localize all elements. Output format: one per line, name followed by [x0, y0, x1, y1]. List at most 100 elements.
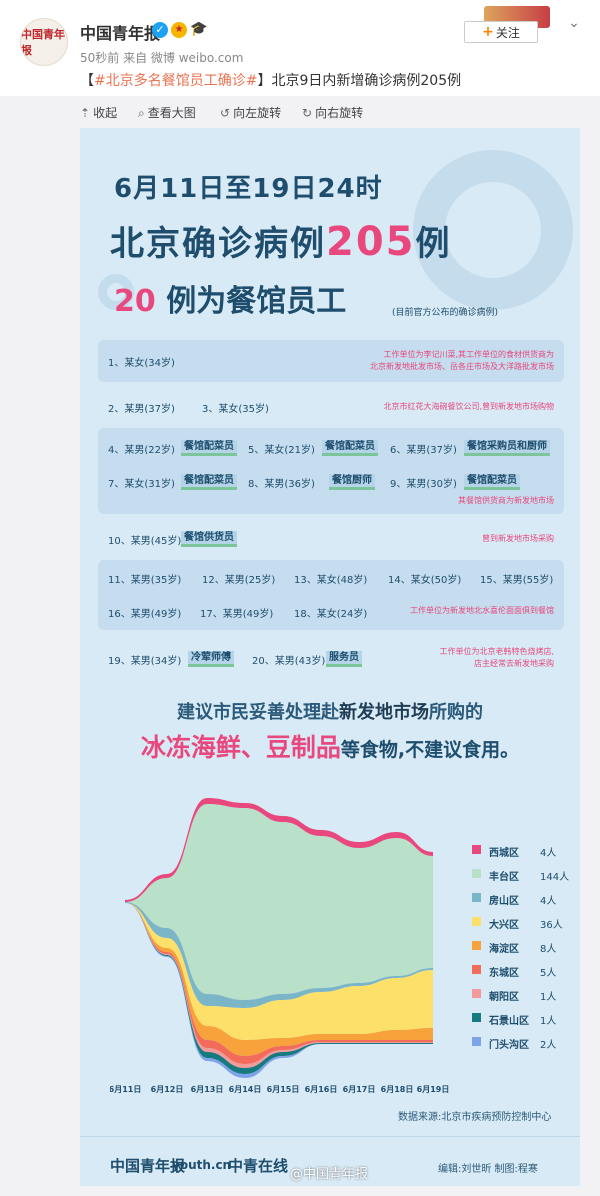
case-10-note: 曾到新发地市场采购: [482, 534, 554, 543]
poster-title-date: 6月11日至19日24时: [114, 174, 383, 204]
case-3: 3、某女(35岁): [202, 404, 269, 415]
x-tick-label: 6月19日: [417, 1085, 450, 1094]
note-1a: 工作单位为李记川菜,其工作单位的食材供货商为: [383, 350, 554, 359]
post-header: 中国青年报 中国青年报 ✓ ★ 🎓 50秒前 来自 微博 weibo.com +…: [0, 0, 600, 96]
legend-swatch: [472, 845, 481, 854]
collapse-icon: ⇡: [80, 106, 91, 120]
legend-value: 1人: [540, 1016, 557, 1027]
x-tick-label: 6月12日: [151, 1085, 184, 1094]
legend-label: 海淀区: [489, 944, 519, 955]
rotate-left-icon: ↺: [220, 106, 231, 120]
case-1: 1、某女(34岁): [108, 358, 175, 369]
vip-badge-icon: ★: [171, 22, 187, 38]
case-13: 13、某女(48岁): [294, 575, 368, 586]
logo-zqzx: 中青在线: [228, 1157, 289, 1175]
follow-button[interactable]: + 关注: [464, 21, 538, 43]
case-16-note: 工作单位为新发地北水喜伦面面俱到餐馆: [410, 606, 554, 615]
x-tick-label: 6月13日: [191, 1085, 224, 1094]
legend-value: 2人: [540, 1040, 557, 1051]
avatar[interactable]: 中国青年报: [20, 18, 68, 66]
watermark: @中国青年报: [290, 1167, 369, 1182]
job-chip-5: 餐馆配菜员: [322, 440, 378, 456]
legend-value: 4人: [540, 896, 557, 907]
legend-label: 石景山区: [489, 1016, 529, 1027]
job-chip-7: 餐馆配菜员: [181, 474, 237, 490]
case-14: 14、某女(50岁): [388, 575, 462, 586]
note-6a: 工作单位为北京老韩特色烧烤店,: [439, 647, 554, 656]
case-15: 15、某男(55岁): [480, 575, 554, 586]
graduation-cap-icon: 🎓: [190, 21, 208, 37]
data-source: 数据来源:北京市疾病预防控制中心: [398, 1112, 552, 1123]
case-1-note: 工作单位为李记川菜,其工作单位的食材供货商为北京新发地批发市场、岳各庄市场及大洋…: [320, 349, 554, 373]
x-tick-label: 6月15日: [267, 1085, 300, 1094]
x-tick-label: 6月16日: [305, 1085, 338, 1094]
case-6: 6、某男(37岁): [390, 445, 457, 456]
username[interactable]: 中国青年报: [80, 24, 161, 43]
collapse-label: 收起: [93, 106, 118, 120]
title-main-number: 205: [326, 219, 416, 265]
post-meta: 50秒前 来自 微博 weibo.com: [80, 51, 244, 65]
stream-layer: [125, 804, 433, 1000]
advice-b: 新发地市场: [339, 702, 429, 723]
hashtag-link[interactable]: #北京多名餐馆员工确诊#: [94, 73, 258, 89]
job-chip-19: 冷荤师傅: [188, 651, 234, 667]
job-chip-8: 餐馆厨师: [329, 474, 375, 490]
legend-swatch: [472, 1013, 481, 1022]
case-2: 2、某男(37岁): [108, 404, 175, 415]
stream-layer: [125, 798, 433, 902]
job-chip-10: 餐馆供货员: [181, 531, 237, 547]
note-6b: 店主经常去新发地采购: [474, 659, 554, 668]
virus-decoration-inner: [445, 182, 541, 278]
rotate-left-button[interactable]: ↺ 向左旋转: [220, 104, 281, 121]
advice-line-1: 建议市民妥善处理赴新发地市场所购的: [80, 698, 580, 724]
job-chip-6: 餐馆采购员和厨师: [464, 440, 550, 456]
legend-label: 房山区: [489, 896, 519, 907]
x-tick-label: 6月11日: [110, 1085, 141, 1094]
case-12: 12、某男(25岁): [202, 575, 276, 586]
district-streamgraph: 6月11日 6月12日 6月13日 6月14日 6月15日 6月16日 6月17日 6月18日…: [110, 798, 450, 1094]
case-17: 17、某男(49岁): [200, 609, 274, 620]
case-7: 7、某女(31岁): [108, 479, 175, 490]
post-text-prefix: 【: [80, 73, 94, 89]
job-chip-4: 餐馆配菜员: [181, 440, 237, 456]
case-4: 4、某男(22岁): [108, 445, 175, 456]
plus-icon: +: [482, 24, 494, 40]
title-main-unit: 例: [415, 224, 452, 264]
legend-label: 西城区: [489, 848, 519, 859]
legend-swatch: [472, 893, 481, 902]
post-text-suffix: 】北京9日内新增确诊病例205例: [257, 73, 462, 89]
rotate-right-button[interactable]: ↻ 向右旋转: [302, 104, 363, 121]
advice-line-2: 冰冻海鲜、豆制品等食物,不建议食用。: [80, 728, 580, 764]
post-text: 【#北京多名餐馆员工确诊#】北京9日内新增确诊病例205例: [80, 70, 461, 90]
infographic-image[interactable]: 6月11日至19日24时 北京确诊病例205例 20 例为餐馆员工 (目前官方公…: [80, 128, 580, 1186]
view-large-label: 查看大图: [147, 106, 196, 120]
case-5: 5、某女(21岁): [248, 445, 315, 456]
legend-label: 朝阳区: [489, 992, 519, 1003]
magnifier-icon: ⌕: [138, 106, 145, 120]
case-10: 10、某男(45岁): [108, 536, 182, 547]
title-sub-text: 例为餐馆员工: [166, 284, 347, 319]
title-note: (目前官方公布的确诊病例): [392, 308, 499, 318]
case-band-3: [98, 560, 564, 630]
rotate-left-label: 向左旋转: [233, 106, 282, 120]
legend-swatch: [472, 965, 481, 974]
case-19: 19、某男(34岁): [108, 656, 182, 667]
advice-a: 建议市民妥善处理赴: [177, 702, 339, 723]
advice2-b: 等食物,不建议食用。: [340, 739, 520, 761]
legend-swatch: [472, 941, 481, 950]
small-virus-decoration-icon: [98, 274, 134, 310]
chevron-down-icon[interactable]: ⌄: [568, 15, 580, 31]
verified-icon: ✓: [152, 22, 168, 38]
case-20: 20、某男(43岁): [252, 656, 326, 667]
x-tick-label: 6月17日: [343, 1085, 376, 1094]
legend-swatch: [472, 869, 481, 878]
legend-value: 36人: [540, 920, 563, 931]
title-main-text: 北京确诊病例: [110, 224, 326, 264]
legend-label: 门头沟区: [489, 1040, 529, 1051]
note-1b: 北京新发地批发市场、岳各庄市场及大洋路批发市场: [370, 362, 554, 371]
collapse-button[interactable]: ⇡ 收起: [80, 104, 117, 121]
view-large-button[interactable]: ⌕ 查看大图: [138, 104, 196, 121]
advice-c: 所购的: [429, 702, 483, 723]
x-tick-label: 6月14日: [229, 1085, 262, 1094]
advice2-a: 冰冻海鲜、豆制品: [140, 733, 341, 762]
